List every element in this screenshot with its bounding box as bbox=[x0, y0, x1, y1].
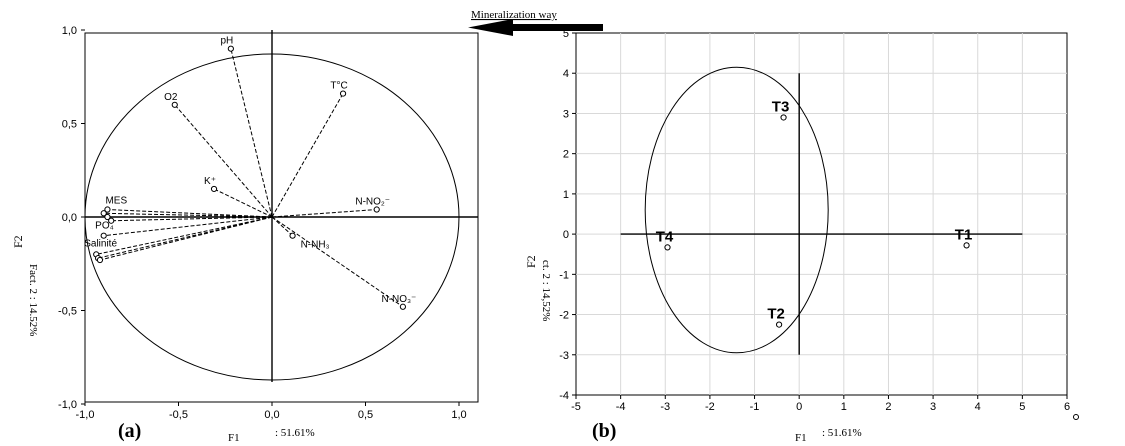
panel-a-xlabel: F1 bbox=[228, 432, 240, 444]
b-xtick-label: 6 bbox=[1064, 401, 1070, 413]
panel-a-vectors bbox=[96, 48, 404, 308]
b-ytick-label: -4 bbox=[559, 390, 569, 402]
a-point bbox=[339, 90, 347, 97]
stray-marker bbox=[1073, 414, 1079, 420]
group-ellipse bbox=[644, 66, 829, 354]
panel-a-ylabel-inner: Fact. 2 : 14.52% bbox=[27, 264, 39, 336]
panel-a-points: pH O2 T°C K⁺ N-NO₂⁻ N-NH₃ N-NO₃⁻ MES PO₄ Salinité bbox=[84, 36, 416, 310]
panel-b-frame bbox=[575, 32, 1068, 396]
b-xtick-label: -5 bbox=[571, 401, 581, 413]
a-ytick-label: -1,0 bbox=[58, 399, 77, 411]
a-vector bbox=[271, 209, 377, 218]
a-vector bbox=[213, 188, 273, 218]
b-xtick-label: 4 bbox=[975, 401, 981, 413]
b-xtick-label: 0 bbox=[796, 401, 802, 413]
a-vector bbox=[271, 216, 293, 237]
b-point-label: T1 bbox=[955, 226, 973, 243]
b-ytick-label: 5 bbox=[563, 28, 569, 40]
a-point-label: K⁺ bbox=[204, 176, 216, 187]
b-xtick-label: 2 bbox=[885, 401, 891, 413]
panel-a: -1,0 -0,5 0,0 0,5 1,0 1,0 0,5 0,0 -0,5 -1,0 pH O2 T… bbox=[58, 25, 479, 421]
b-point bbox=[963, 242, 970, 249]
b-xtick-label: -2 bbox=[705, 401, 715, 413]
b-xtick-label: -4 bbox=[616, 401, 626, 413]
b-ytick-label: 2 bbox=[563, 149, 569, 161]
a-xtick-label: 1,0 bbox=[451, 409, 466, 421]
b-xtick-label: -1 bbox=[750, 401, 760, 413]
panel-a-xlabel-value: : 51.61% bbox=[275, 427, 315, 439]
a-point bbox=[210, 185, 218, 193]
b-xtick-label: 5 bbox=[1019, 401, 1025, 413]
b-ytick-label: 4 bbox=[563, 68, 569, 80]
a-xtick-label: -1,0 bbox=[76, 409, 95, 421]
a-point bbox=[373, 206, 380, 213]
panel-a-label: (a) bbox=[118, 420, 141, 442]
a-point-label: N-NO₃⁻ bbox=[381, 294, 416, 305]
b-point bbox=[664, 244, 671, 251]
b-ytick-label: -1 bbox=[559, 269, 569, 281]
a-vector bbox=[271, 216, 404, 308]
a-point bbox=[104, 213, 111, 221]
a-xtick-label: -0,5 bbox=[169, 409, 188, 421]
a-vector bbox=[99, 216, 273, 261]
a-point bbox=[399, 303, 406, 310]
panel-b-ylabel: F2 bbox=[524, 255, 538, 268]
a-point bbox=[227, 45, 234, 52]
mineralization-arrow bbox=[468, 19, 603, 36]
b-ytick-label: 3 bbox=[563, 108, 569, 120]
a-vector bbox=[230, 48, 273, 218]
panel-a-ylabel: F2 bbox=[11, 235, 25, 248]
a-vector bbox=[174, 104, 273, 218]
b-ytick-label: -3 bbox=[559, 350, 569, 362]
banner-text: Mineralization way bbox=[471, 9, 557, 21]
b-xtick-label: 3 bbox=[930, 401, 936, 413]
a-point-label: N-NH₃ bbox=[301, 240, 330, 251]
b-ytick-label: -2 bbox=[559, 310, 569, 322]
a-xtick-label: 0,5 bbox=[358, 409, 373, 421]
a-point bbox=[108, 217, 115, 224]
a-point-label: Salinité bbox=[84, 238, 117, 249]
b-point bbox=[775, 321, 783, 328]
b-xtick-label: -3 bbox=[660, 401, 670, 413]
a-point-label: T°C bbox=[330, 81, 347, 92]
a-vector bbox=[103, 212, 273, 218]
a-point bbox=[104, 206, 111, 213]
panel-b-ylabel-inner: ct. 2 : 14,52% bbox=[540, 260, 552, 321]
b-point-label: T2 bbox=[767, 306, 785, 323]
a-ytick-label: -0,5 bbox=[58, 306, 77, 318]
panel-a-ticks: -1,0 -0,5 0,0 0,5 1,0 1,0 0,5 0,0 -0,5 -1,0 bbox=[58, 25, 467, 421]
b-ytick-label: 0 bbox=[563, 229, 569, 241]
a-point-label: PO₄ bbox=[95, 221, 114, 232]
a-ytick-label: 0,0 bbox=[62, 212, 77, 224]
a-point-label: MES bbox=[105, 196, 127, 207]
panel-b-xlabel-value: : 51.61% bbox=[822, 427, 862, 439]
a-point bbox=[96, 256, 104, 264]
b-point bbox=[780, 114, 787, 121]
panel-b-label: (b) bbox=[592, 420, 616, 442]
a-point-label: O2 bbox=[164, 92, 178, 103]
a-point bbox=[171, 101, 178, 108]
a-point bbox=[289, 232, 296, 239]
a-vector bbox=[111, 216, 273, 222]
b-point-label: T4 bbox=[656, 228, 674, 245]
a-ytick-label: 1,0 bbox=[62, 25, 77, 37]
a-point-label: pH bbox=[220, 36, 233, 47]
a-point-label: N-NO₂⁻ bbox=[355, 197, 390, 208]
a-vector bbox=[107, 209, 273, 218]
a-point bbox=[100, 232, 107, 239]
panel-b-points: T1 T2 T3 T4 bbox=[656, 98, 973, 328]
b-xtick-label: 1 bbox=[841, 401, 847, 413]
a-ytick-label: 0,5 bbox=[62, 119, 77, 131]
panel-b-xlabel: F1 bbox=[795, 432, 807, 444]
b-ytick-label: 1 bbox=[563, 189, 569, 201]
panel-b-axes bbox=[620, 73, 1023, 355]
a-point bbox=[100, 210, 107, 217]
a-xtick-label: 0,0 bbox=[264, 409, 279, 421]
a-vector bbox=[103, 216, 273, 237]
b-point-label: T3 bbox=[772, 98, 790, 115]
